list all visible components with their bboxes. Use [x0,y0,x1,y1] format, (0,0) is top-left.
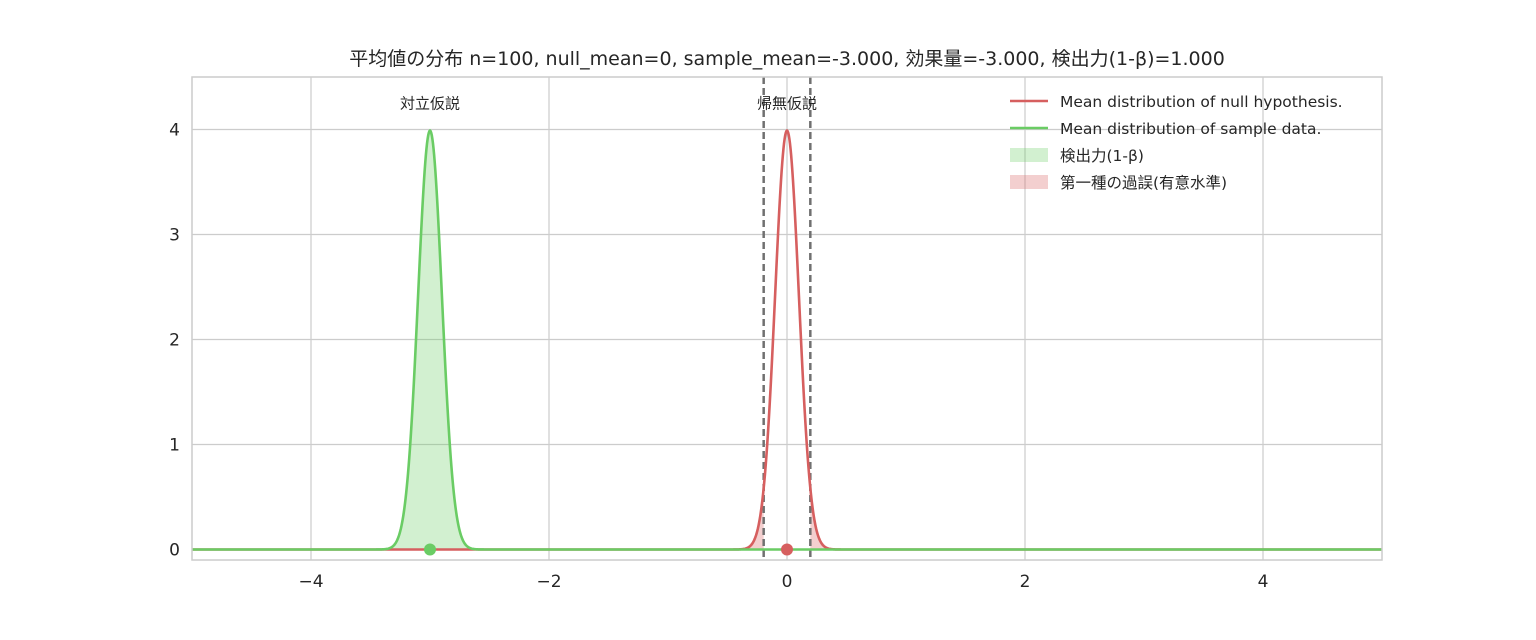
y-tick-label: 4 [169,121,180,141]
legend-label: Mean distribution of null hypothesis. [1060,93,1343,111]
chart-title: 平均値の分布 n=100, null_mean=0, sample_mean=-… [349,48,1225,70]
y-tick-label: 0 [169,541,180,561]
annotation-label: 対立仮説 [400,94,460,112]
mean-marker [424,543,436,556]
x-tick-label: 4 [1258,572,1269,592]
legend: Mean distribution of null hypothesis. Mea… [1010,93,1343,192]
x-tick-label: 0 [782,572,793,592]
y-tick-label: 1 [169,436,180,456]
mean-marker [781,543,793,556]
legend-label: Mean distribution of sample data. [1060,120,1321,138]
x-tick-label: −2 [536,572,561,592]
x-tick-label: −4 [298,572,323,592]
legend-label: 第一種の過誤(有意水準) [1060,173,1227,192]
plot-area: 対立仮説 帰無仮説 −4 −2 0 2 4 0 1 2 3 4 [169,76,1383,592]
legend-label: 検出力(1-β) [1060,147,1144,165]
axes-frame [191,76,1383,561]
legend-patch-swatch [1010,148,1048,162]
y-tick-label: 3 [169,226,180,246]
y-tick-label: 2 [169,331,180,351]
legend-patch-swatch [1010,175,1048,189]
annotation-label: 帰無仮説 [757,94,817,112]
x-tick-label: 2 [1020,572,1031,592]
